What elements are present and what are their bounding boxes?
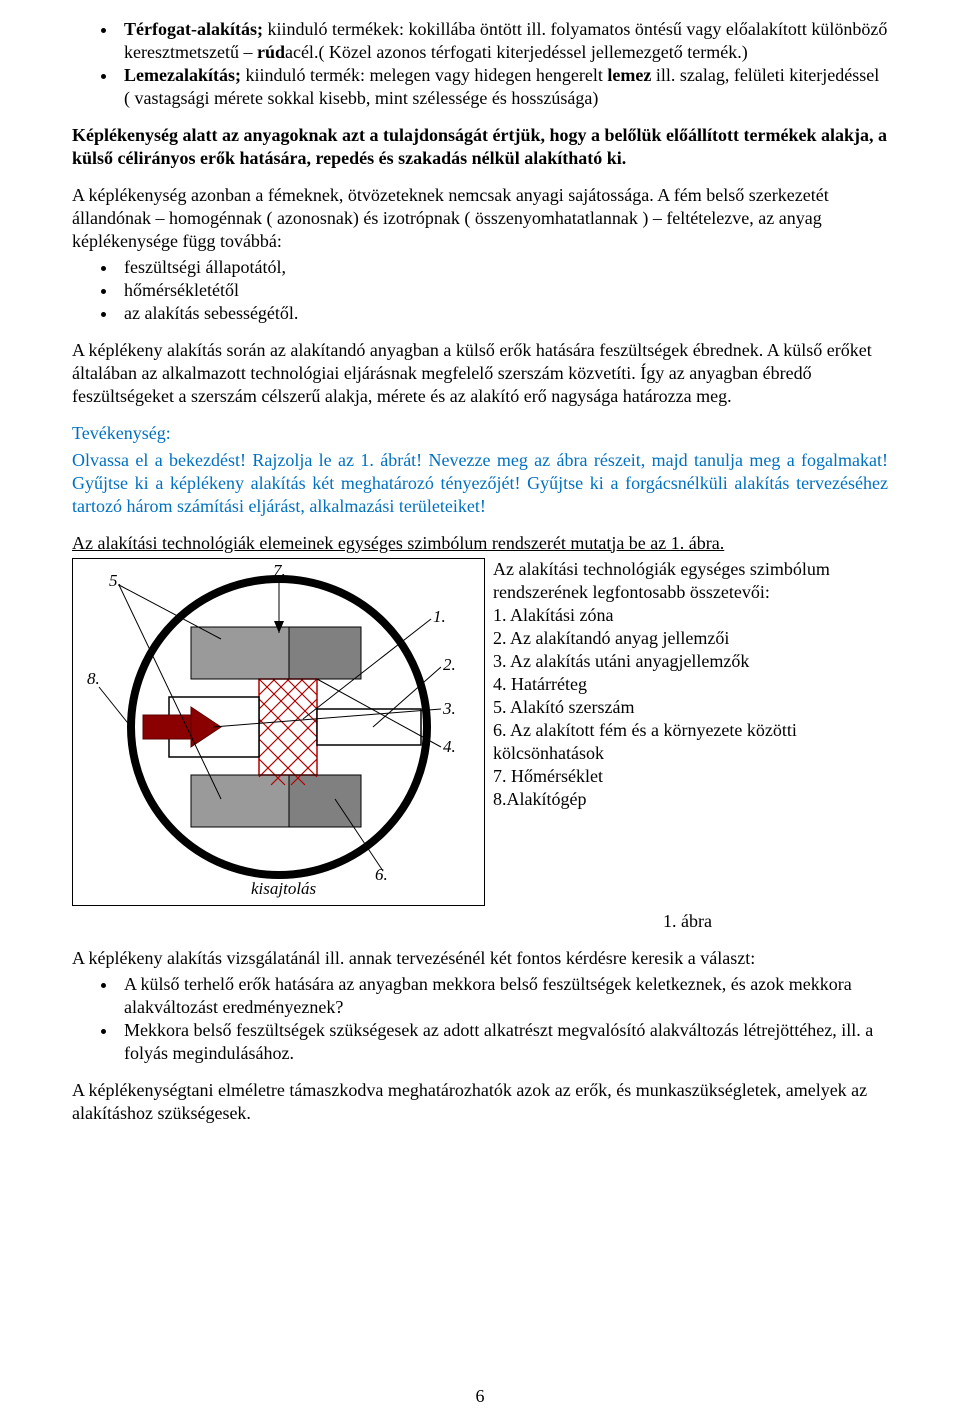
bullet-lemez: Lemezalakítás; kiinduló termék: melegen … — [118, 64, 888, 110]
figure-cell: 1. 2. 3. 4. 5. 6. 7. 8. kisajtolás — [72, 558, 487, 906]
b1-lead: Lemezalakítás; — [124, 65, 241, 85]
act-b2: Gyűjtse ki a képlékeny alakítás két megh… — [72, 473, 520, 493]
p1-bold: Képlékenység alatt az anyagoknak azt a t… — [72, 125, 887, 168]
fig-item-6: 6. Az alakított fém és a környezete közö… — [493, 719, 888, 765]
paragraph-3: A képlékeny alakítás során az alakítandó… — [72, 339, 888, 408]
b1-b2: lemez — [607, 65, 651, 85]
fig-item-5: 5. Alakító szerszám — [493, 696, 888, 719]
label-4: 4. — [443, 737, 456, 757]
b2-2: az alakítás sebességétől. — [118, 302, 888, 325]
paragraph-6: A képlékenységtani elméletre támaszkodva… — [72, 1079, 888, 1125]
bullets-2: feszültségi állapotától, hőmérsékletétől… — [72, 256, 888, 325]
label-7: 7. — [273, 561, 286, 581]
leader-8 — [99, 687, 131, 727]
paragraph-2: A képlékenység azonban a fémeknek, ötvöz… — [72, 184, 888, 253]
top-bullets: Térfogat-alakítás; kiinduló termékek: ko… — [72, 18, 888, 110]
label-5: 5. — [109, 571, 122, 591]
b0-b2: rúd — [257, 42, 285, 62]
fig-item-1: 1. Alakítási zóna — [493, 604, 888, 627]
b3-1: Mekkora belső feszültségek szükségesek a… — [118, 1019, 888, 1065]
top-die-left — [191, 627, 289, 679]
fig-item-4: 4. Határréteg — [493, 673, 888, 696]
b1-r: kiinduló termék: melegen vagy hidegen he… — [241, 65, 607, 85]
fig-item-2: 2. Az alakítandó anyag jellemzői — [493, 627, 888, 650]
bullet-terfogat: Térfogat-alakítás; kiinduló termékek: ko… — [118, 18, 888, 64]
diagram-svg — [73, 559, 484, 905]
definition-paragraph: Képlékenység alatt az anyagoknak azt a t… — [72, 124, 888, 170]
b2-0: feszültségi állapotától, — [118, 256, 888, 279]
label-6: 6. — [375, 865, 388, 885]
b3-0: A külső terhelő erők hatására az anyagba… — [118, 973, 888, 1019]
b0-lead: Térfogat-alakítás; — [124, 19, 263, 39]
fig-lead: Az alakítási technológiák egységes szimb… — [493, 558, 888, 604]
bottom-die-left — [191, 775, 289, 827]
figure-caption: 1. ábra — [487, 910, 888, 933]
act-b1: Olvassa el a bekezdést! Rajzolja le az 1… — [72, 450, 888, 470]
figure-text: Az alakítási technológiák egységes szimb… — [487, 558, 888, 811]
b0-r2: acél.( Közel azonos térfogati kiterjedés… — [285, 42, 748, 62]
p4-underline: Az alakítási technológiák elemeinek egys… — [72, 533, 724, 553]
paragraph-5: A képlékeny alakítás vizsgálatánál ill. … — [72, 947, 888, 970]
bullets-3: A külső terhelő erők hatására az anyagba… — [72, 973, 888, 1065]
fig-item-8: 8.Alakítógép — [493, 788, 888, 811]
fig-item-3: 3. Az alakítás utáni anyagjellemzők — [493, 650, 888, 673]
deformation-zone — [259, 679, 317, 785]
label-8: 8. — [87, 669, 100, 689]
fig-item-7: 7. Hőmérséklet — [493, 765, 888, 788]
page-number: 6 — [0, 1386, 960, 1407]
figure-row: 1. 2. 3. 4. 5. 6. 7. 8. kisajtolás Az al… — [72, 558, 888, 906]
label-3: 3. — [443, 699, 456, 719]
activity-label: Tevékenység: — [72, 422, 888, 445]
paragraph-4: Az alakítási technológiák elemeinek egys… — [72, 532, 888, 555]
figure-diagram: 1. 2. 3. 4. 5. 6. 7. 8. kisajtolás — [72, 558, 485, 906]
b2-1: hőmérsékletétől — [118, 279, 888, 302]
label-2: 2. — [443, 655, 456, 675]
label-1: 1. — [433, 607, 446, 627]
label-kisajtolas: kisajtolás — [251, 879, 316, 899]
activity-body: Olvassa el a bekezdést! Rajzolja le az 1… — [72, 449, 888, 518]
